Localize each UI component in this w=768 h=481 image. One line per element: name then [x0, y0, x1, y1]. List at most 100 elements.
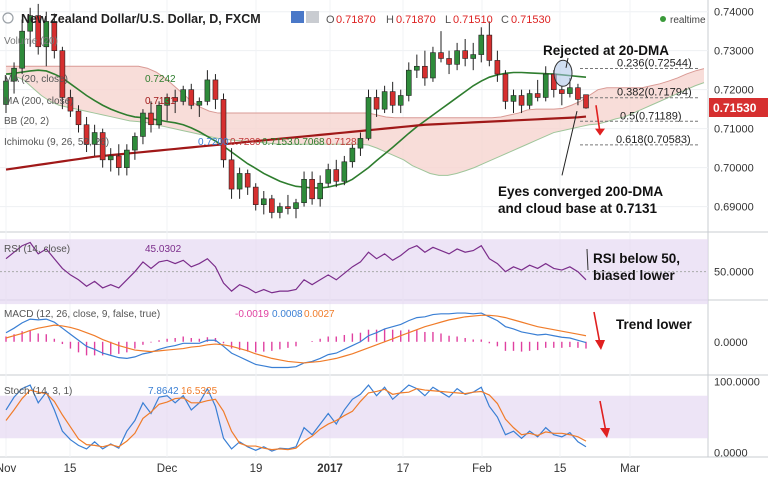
candle-body	[260, 198, 267, 205]
bull-candle	[301, 171, 307, 207]
bear-candle	[583, 94, 589, 109]
bear-candle	[115, 144, 122, 176]
bear-candle	[333, 159, 340, 188]
bull-candle	[91, 124, 98, 156]
bear-candle	[244, 169, 251, 195]
ichimoku-value-5: 0.7128	[326, 137, 357, 148]
bull-candle	[365, 89, 372, 141]
realtime-label: realtime	[670, 15, 706, 26]
stoch-value-k: 7.8642	[148, 386, 179, 397]
ichimoku-value-1: 0.7200	[198, 137, 229, 148]
candle-body	[252, 186, 259, 205]
macd-legend[interactable]: MACD (12, 26, close, 9, false, true)	[4, 309, 160, 320]
collapse-icon[interactable]	[2, 12, 14, 24]
bull-candle	[277, 202, 283, 219]
candle-body	[454, 50, 460, 65]
bull-candle	[325, 163, 332, 188]
bear-candle	[559, 85, 565, 106]
bear-candle	[422, 50, 428, 86]
candle-body	[518, 95, 525, 106]
bear-candle	[83, 116, 90, 153]
candle-body	[140, 112, 146, 137]
close-icon[interactable]	[306, 11, 319, 23]
bear-candle	[534, 79, 541, 102]
price-tick-label: 0.74000	[714, 7, 754, 19]
candle-body	[567, 87, 573, 94]
ma20-legend[interactable]: MA (20, close)	[4, 74, 68, 85]
bull-candle	[454, 42, 460, 71]
bear-candle	[446, 50, 452, 75]
stoch-d-line	[5, 388, 587, 451]
bull-candle	[542, 66, 549, 102]
bull-candle	[470, 42, 477, 71]
ohlc-low-key: L	[445, 14, 451, 26]
candle-body	[397, 95, 404, 106]
symbol-title[interactable]: New Zealand Dollar/U.S. Dollar, D, FXCM	[21, 12, 261, 26]
candle-body	[19, 30, 25, 69]
bull-candle	[526, 89, 533, 110]
candle-body	[172, 97, 178, 102]
cloud-span-b	[5, 73, 705, 176]
candle-body	[575, 87, 581, 100]
header-buttons	[291, 11, 319, 23]
candles	[3, 3, 589, 219]
rsi-note-line1: RSI below 50,	[593, 251, 680, 266]
stoch-down-arrow	[599, 400, 607, 433]
bear-candle	[67, 89, 74, 117]
candle-body	[132, 136, 138, 151]
rsi-legend[interactable]: RSI (14, close)	[4, 244, 70, 255]
stoch-legend[interactable]: Stoch (14, 3, 1)	[4, 386, 72, 397]
time-tick-label: Mar	[620, 463, 640, 475]
candle-body	[542, 73, 549, 98]
candle-body	[236, 173, 243, 190]
candle-body	[470, 54, 477, 59]
bear-candle	[228, 148, 235, 199]
eyes-note-line1: Eyes converged 200-DMA	[498, 184, 663, 199]
ma20-legend-value: 0.7242	[145, 74, 176, 85]
ichimoku-legend[interactable]: Ichimoku (9, 26, 52, 26)	[4, 137, 109, 148]
time-tick-label: 15	[64, 463, 77, 475]
bull-candle	[43, 11, 50, 67]
volume-legend[interactable]: Volume (20)	[4, 36, 58, 47]
bull-candle	[405, 62, 412, 102]
bull-candle	[381, 85, 388, 114]
price-down-arrow	[595, 105, 601, 133]
candle-body	[83, 124, 90, 145]
time-tick-label: 17	[397, 463, 410, 475]
candle-body	[309, 179, 315, 200]
macd-value-macd: 0.0008	[272, 309, 303, 320]
ohlc-low-value: 0.71510	[453, 14, 493, 26]
candle-body	[341, 161, 348, 182]
bear-candle	[389, 81, 396, 114]
macd-down-arrowhead	[595, 340, 605, 350]
bull-candle	[478, 27, 485, 63]
candle-body	[510, 95, 517, 102]
bb-legend[interactable]: BB (20, 2)	[4, 116, 49, 127]
bull-candle	[140, 109, 146, 145]
indicator-legends: Volume (20) MA (20, close) 0.7242 MA (20…	[4, 36, 357, 397]
bull-candle	[317, 175, 323, 207]
bear-candle	[51, 13, 58, 59]
bear-candle	[99, 128, 106, 168]
candle-body	[51, 21, 58, 51]
candle-body	[405, 69, 412, 96]
candle-body	[422, 65, 428, 79]
fib-label: 0.236(0.72544)	[617, 57, 692, 69]
oscillators	[0, 239, 708, 452]
ichimoku-value-4: 0.7068	[294, 137, 325, 148]
macd-tick-label: 0.0000	[714, 337, 748, 349]
bull-candle	[357, 132, 364, 156]
settings-icon[interactable]	[291, 11, 304, 23]
fib-label: 0.5(0.71189)	[620, 110, 682, 122]
legend-header: New Zealand Dollar/U.S. Dollar, D, FXCM …	[2, 11, 706, 26]
bear-candle	[575, 83, 581, 106]
bull-candle	[260, 191, 267, 215]
bear-candle	[148, 101, 154, 133]
ma200-legend[interactable]: MA (200, close)	[4, 96, 73, 107]
candle-body	[462, 50, 468, 59]
candle-body	[526, 93, 533, 106]
bear-candle	[518, 89, 525, 114]
time-tick-label: Nov	[0, 463, 16, 475]
candle-body	[349, 147, 356, 163]
bull-candle	[164, 93, 170, 121]
